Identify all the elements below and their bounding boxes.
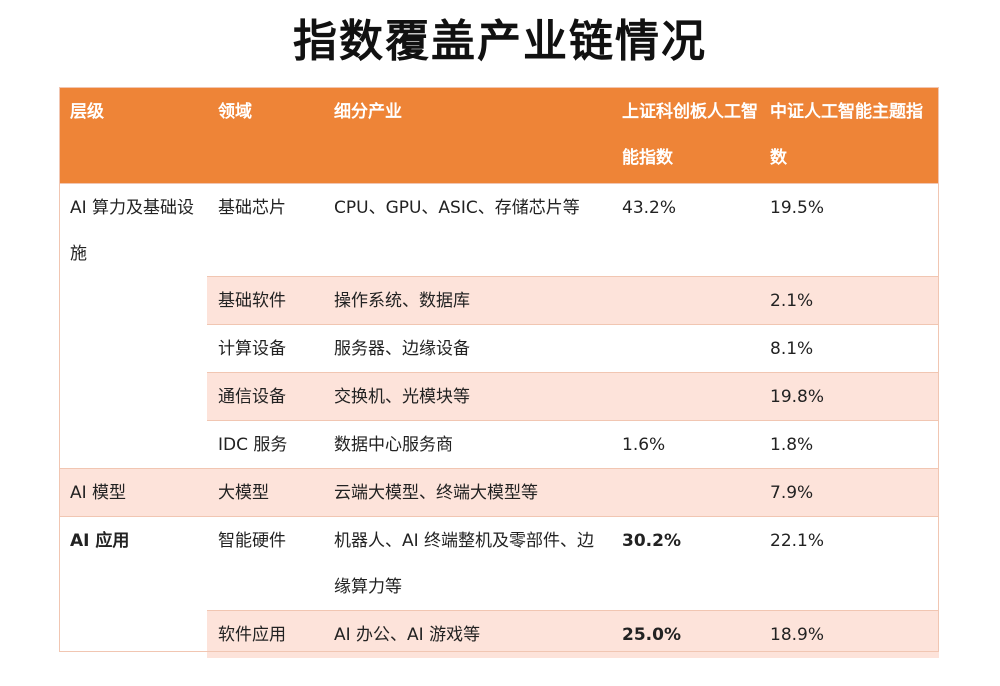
domain-cell: 通信设备 — [218, 387, 286, 407]
table-row: AI 算力及基础设施 基础芯片 CPU、GPU、ASIC、存储芯片等 43.2%… — [59, 183, 939, 469]
segment-cell: 机器人、AI 终端整机及零部件、边缘算力等 — [334, 531, 595, 597]
table-row: AI 应用 智能硬件 机器人、AI 终端整机及零部件、边缘算力等 30.2% 2… — [59, 516, 939, 658]
segment-cell: CPU、GPU、ASIC、存储芯片等 — [334, 198, 580, 218]
domain-cell: 计算设备 — [218, 339, 286, 359]
level-cell: AI 算力及基础设施 — [59, 183, 207, 469]
index2-cell: 1.8% — [770, 435, 814, 455]
index2-cell: 22.1% — [770, 531, 825, 551]
index2-cell: 18.9% — [770, 625, 825, 645]
index1-cell — [611, 325, 759, 373]
table-header-row: 层级 领域 细分产业 上证科创板人工智能指数 中证人工智能主题指数 — [59, 87, 939, 184]
index1-cell: 1.6% — [622, 435, 666, 455]
segment-cell: 云端大模型、终端大模型等 — [334, 483, 538, 503]
index2-cell: 8.1% — [770, 339, 814, 359]
index1-cell: 30.2% — [622, 531, 681, 551]
index2-cell: 2.1% — [770, 291, 814, 311]
header-level: 层级 — [59, 87, 207, 184]
header-index-star-ai: 上证科创板人工智能指数 — [611, 87, 759, 184]
segment-cell: 交换机、光模块等 — [334, 387, 470, 407]
index1-cell — [611, 277, 759, 325]
domain-cell: IDC 服务 — [218, 435, 288, 455]
header-domain: 领域 — [207, 87, 323, 184]
level-cell: AI 应用 — [59, 516, 207, 658]
table-row: AI 模型 大模型 云端大模型、终端大模型等 7.9% — [59, 468, 939, 517]
segment-cell: 数据中心服务商 — [334, 435, 453, 455]
segment-cell: 服务器、边缘设备 — [334, 339, 470, 359]
index2-cell: 7.9% — [770, 483, 814, 503]
domain-cell: 软件应用 — [218, 625, 286, 645]
index1-cell — [611, 373, 759, 421]
domain-cell: 基础软件 — [218, 291, 286, 311]
industry-chain-table: 层级 领域 细分产业 上证科创板人工智能指数 中证人工智能主题指数 AI 算力及… — [59, 87, 939, 658]
index2-cell: 19.8% — [770, 387, 825, 407]
header-segment: 细分产业 — [323, 87, 611, 184]
domain-cell: 大模型 — [218, 483, 269, 503]
index1-cell — [611, 469, 759, 517]
segment-cell: AI 办公、AI 游戏等 — [334, 625, 481, 645]
header-index-csi-ai: 中证人工智能主题指数 — [759, 87, 939, 184]
index1-cell: 43.2% — [622, 198, 677, 218]
domain-cell: 智能硬件 — [218, 531, 286, 551]
index2-cell: 19.5% — [770, 198, 825, 218]
domain-cell: 基础芯片 — [218, 198, 286, 218]
index1-cell: 25.0% — [622, 625, 681, 645]
segment-cell: 操作系统、数据库 — [334, 291, 470, 311]
page-title: 指数覆盖产业链情况 — [293, 16, 707, 67]
level-cell: AI 模型 — [59, 468, 207, 517]
